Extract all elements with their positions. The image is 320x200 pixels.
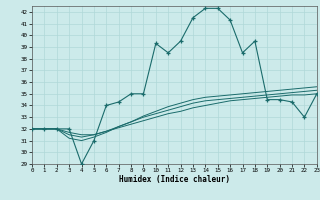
X-axis label: Humidex (Indice chaleur): Humidex (Indice chaleur): [119, 175, 230, 184]
